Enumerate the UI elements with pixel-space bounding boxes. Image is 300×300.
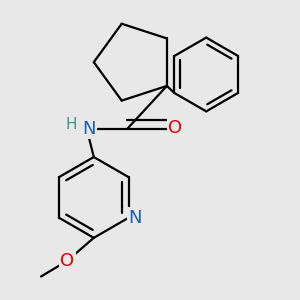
Text: O: O — [60, 252, 74, 270]
Text: O: O — [168, 119, 182, 137]
Text: N: N — [128, 208, 142, 226]
Text: N: N — [82, 120, 95, 138]
Text: H: H — [65, 117, 77, 132]
